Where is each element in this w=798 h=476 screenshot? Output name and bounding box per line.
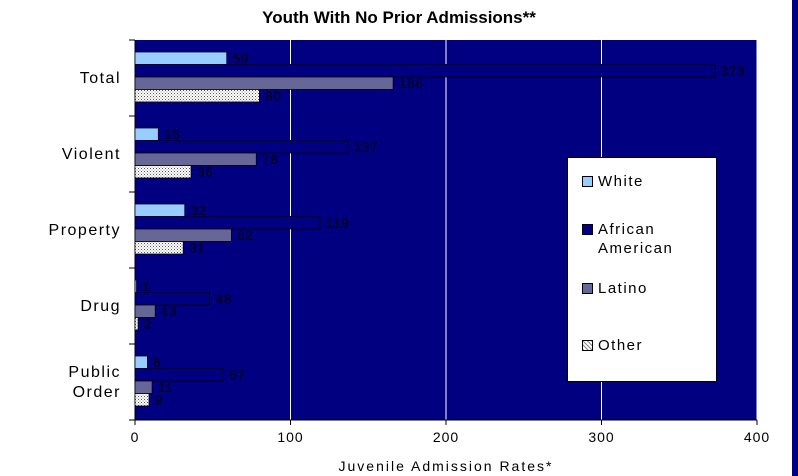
bar-white xyxy=(134,203,186,217)
bar-other xyxy=(134,165,192,179)
data-label: 2 xyxy=(144,317,152,332)
legend-swatch xyxy=(582,340,593,351)
data-label: 373 xyxy=(721,64,746,79)
bar-african-american xyxy=(134,64,716,78)
x-axis-title: Juvenile Admission Rates* xyxy=(339,458,554,474)
bars xyxy=(134,51,716,407)
bar-white xyxy=(134,127,159,141)
data-label: 1 xyxy=(143,279,151,294)
data-label: 36 xyxy=(197,165,213,180)
category-label: Drug xyxy=(80,298,121,315)
bar-latino xyxy=(134,380,153,394)
category-label: Total xyxy=(80,70,121,87)
legend-label: Other xyxy=(598,337,644,354)
data-label: 32 xyxy=(191,203,207,218)
chart-title: Youth With No Prior Admissions** xyxy=(262,8,536,27)
legend-item: Latino xyxy=(582,279,718,298)
x-tick-label: 200 xyxy=(433,429,459,445)
bar-african-american xyxy=(134,140,349,154)
legend-swatch xyxy=(582,176,593,187)
category-label: Property xyxy=(49,222,121,239)
data-label: 57 xyxy=(230,368,246,383)
data-label: 59 xyxy=(233,51,249,66)
data-label: 166 xyxy=(399,76,424,91)
category-label: Violent xyxy=(62,146,121,163)
data-label: 11 xyxy=(158,380,174,395)
bar-latino xyxy=(134,152,257,166)
legend-label: White xyxy=(598,173,644,190)
x-tick-label: 0 xyxy=(131,429,140,445)
bar-other xyxy=(134,317,139,331)
legend-item: Other xyxy=(582,336,718,355)
legend-label: African American xyxy=(598,221,674,257)
data-label: 48 xyxy=(216,292,232,307)
legend-item: African American xyxy=(582,220,718,258)
bar-latino xyxy=(134,76,394,90)
bar-african-american xyxy=(134,216,321,230)
bar-african-american xyxy=(134,292,211,306)
x-tick-label: 400 xyxy=(744,429,770,445)
bar-white xyxy=(134,355,148,369)
legend-swatch xyxy=(582,224,593,235)
legend: White African American Latino Other xyxy=(567,157,717,382)
legend-label: Latino xyxy=(598,280,648,297)
data-label: 9 xyxy=(155,393,163,408)
category-label: Public xyxy=(68,364,121,381)
labels: 0 100 200 300 400Total5937316680Violent15137… xyxy=(49,51,770,445)
bar-white xyxy=(134,279,137,293)
bar-latino xyxy=(134,304,156,318)
x-tick-label: 300 xyxy=(588,429,614,445)
data-label: 80 xyxy=(265,89,281,104)
page-edge-strip xyxy=(792,0,798,476)
bar-latino xyxy=(134,228,232,242)
data-label: 78 xyxy=(262,152,278,167)
data-label: 8 xyxy=(153,355,161,370)
data-label: 137 xyxy=(354,140,379,155)
bar-other xyxy=(134,393,150,407)
bar-other xyxy=(134,89,260,103)
x-tick-label: 100 xyxy=(277,429,303,445)
bar-african-american xyxy=(134,368,225,382)
legend-swatch xyxy=(582,283,593,294)
category-label: Order xyxy=(73,384,121,401)
data-label: 62 xyxy=(237,228,253,243)
data-label: 15 xyxy=(164,127,180,142)
bar-other xyxy=(134,241,184,255)
bar-white xyxy=(134,51,228,65)
legend-item: White xyxy=(582,172,718,191)
data-label: 119 xyxy=(326,216,350,231)
data-label: 31 xyxy=(189,241,205,256)
data-label: 13 xyxy=(161,304,177,319)
